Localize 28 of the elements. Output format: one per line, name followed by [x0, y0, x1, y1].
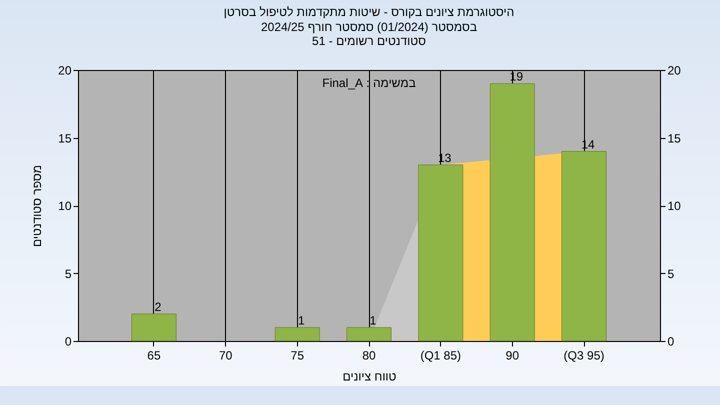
- x-tick-label: (Q1 85): [420, 348, 462, 362]
- x-tick-label: 70: [218, 348, 233, 362]
- y2-tick-label: 15: [668, 131, 682, 146]
- x-tick-label: 80: [362, 348, 376, 362]
- y2-tick-label: 20: [668, 64, 682, 78]
- x-tick-label: 75: [290, 348, 304, 362]
- y-tick-label: 10: [58, 199, 72, 213]
- x-tick-label: 65: [147, 348, 161, 362]
- chart-title: היסטוגרמת ציונים בקורס - שיטות מתקדמות לטיפול בסרטן: [224, 5, 514, 19]
- annotation: במשימה : Final_A: [322, 76, 416, 90]
- bar: [132, 314, 176, 342]
- y-axis-title: מספר סטודנטים: [30, 164, 44, 248]
- chart-subtitle: בסמסטר (01/2024) סמסטר חורף 2024/25 סטודנטים רשומים - 51: [260, 20, 478, 48]
- y-tick-label: 0: [64, 334, 72, 348]
- x-tick-label: 90: [506, 348, 520, 362]
- x-axis-title: טווח ציונים: [342, 370, 397, 384]
- y2-tick-label: 10: [668, 199, 682, 213]
- y-tick-label: 20: [58, 64, 72, 78]
- data-label: 2: [154, 300, 162, 314]
- data-label: 1: [298, 313, 305, 328]
- y-tick-label: 15: [58, 131, 72, 146]
- x-tick-label: (Q3 95): [564, 348, 604, 362]
- y2-tick-label: 0: [668, 334, 674, 348]
- bar: [274, 327, 320, 342]
- data-label: 1: [370, 313, 377, 328]
- y2-tick-label: 5: [668, 266, 674, 281]
- y-tick-label: 5: [64, 266, 72, 281]
- bar: [346, 327, 392, 342]
